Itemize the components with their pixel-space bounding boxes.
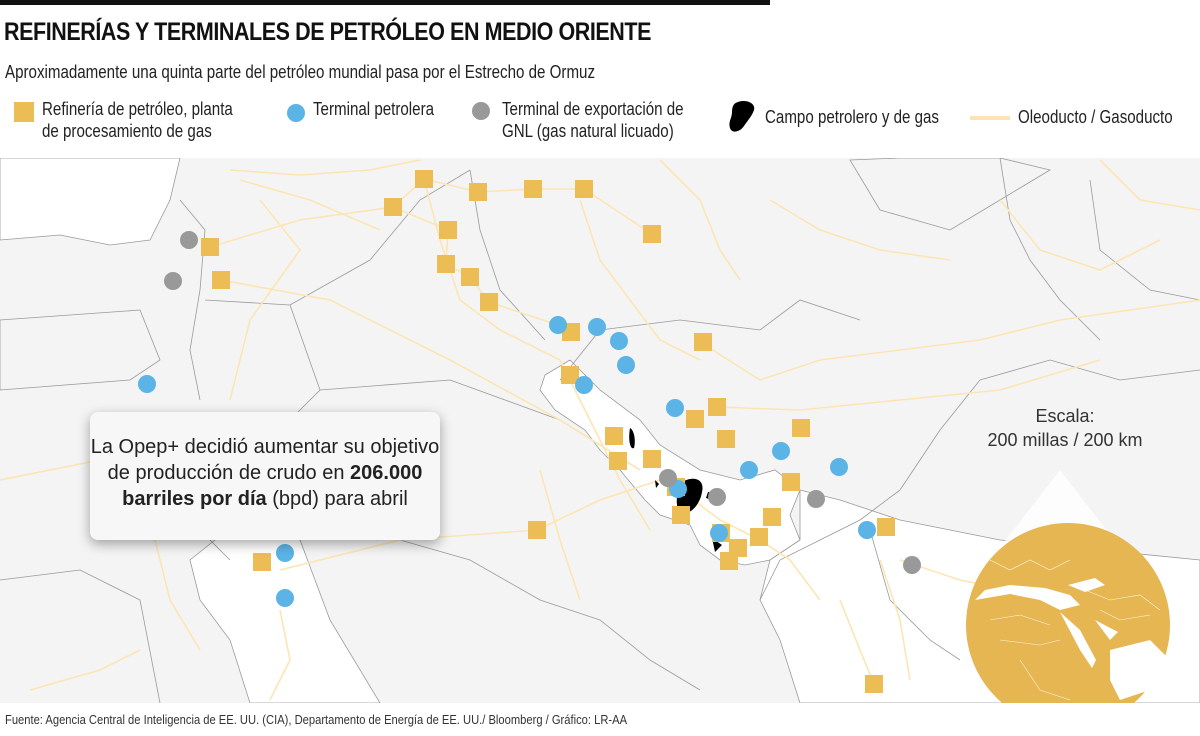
lng-terminal-marker <box>807 490 825 508</box>
refinery-marker <box>253 553 271 571</box>
refinery-marker <box>575 180 593 198</box>
oil-terminal-markers <box>138 316 876 607</box>
oil-terminal-marker <box>138 375 156 393</box>
refinery-marker <box>212 271 230 289</box>
oil-terminal-marker <box>710 524 728 542</box>
scale-title: Escala: <box>1035 406 1095 426</box>
refinery-marker <box>643 225 661 243</box>
lng-terminal-marker <box>659 469 677 487</box>
refinery-marker <box>877 518 895 536</box>
oil-terminal-marker <box>772 442 790 460</box>
refinery-marker <box>694 333 712 351</box>
refinery-marker <box>720 552 738 570</box>
globe-indian-ocean <box>1110 640 1170 700</box>
oil-terminal-marker <box>549 316 567 334</box>
oil-field-blob-icon <box>729 100 755 132</box>
legend-refinery-line1: Refinería de petróleo, planta <box>42 99 233 119</box>
refinery-marker <box>437 255 455 273</box>
legend-oil-field-label: Campo petrolero y de gas <box>765 107 939 127</box>
oil-terminal-marker <box>858 521 876 539</box>
callout-text: La Opep+ decidió aumentar su objetivo de… <box>90 434 440 512</box>
globe-mediterranean <box>975 585 1080 610</box>
globe-red-sea <box>1060 612 1096 668</box>
pipeline-line-icon <box>970 116 1010 120</box>
callout-unit: barriles por día <box>122 488 267 510</box>
refinery-marker <box>782 473 800 491</box>
refinery-marker <box>609 452 627 470</box>
refinery-marker <box>865 675 883 693</box>
lng-terminal-marker <box>903 556 921 574</box>
oil-terminal-marker <box>610 332 628 350</box>
lng-terminal-circle-icon <box>472 102 490 120</box>
oil-field <box>655 480 659 488</box>
legend-lng-line1: Terminal de exportación de <box>502 99 684 119</box>
lng-terminal-markers <box>164 231 921 574</box>
oil-terminal-marker <box>830 458 848 476</box>
refinery-marker <box>528 521 546 539</box>
refinery-marker <box>480 293 498 311</box>
refinery-marker <box>686 410 704 428</box>
page-subtitle: Aproximadamente una quinta parte del pet… <box>5 62 596 82</box>
legend-lng-terminal-label: Terminal de exportación de GNL (gas natu… <box>502 98 684 142</box>
callout-line2: de producción de crudo en <box>107 462 351 484</box>
oil-terminal-marker <box>276 544 294 562</box>
refinery-marker <box>605 427 623 445</box>
scale-value: 200 millas / 200 km <box>987 430 1143 450</box>
lng-terminal-marker <box>180 231 198 249</box>
callout-amount: 206.000 <box>350 462 423 484</box>
oil-terminal-marker <box>740 461 758 479</box>
lng-terminal-marker <box>708 488 726 506</box>
refinery-marker <box>469 183 487 201</box>
top-rule <box>0 0 770 5</box>
legend-pipeline-label: Oleoducto / Gasoducto <box>1018 107 1173 127</box>
page-title: REFINERÍAS Y TERMINALES DE PETRÓLEO EN M… <box>4 18 652 46</box>
refinery-marker <box>643 450 661 468</box>
refinery-markers <box>201 170 895 693</box>
scale-label: Escala: 200 millas / 200 km <box>980 404 1150 452</box>
lng-terminal-marker <box>164 272 182 290</box>
middle-east-map <box>0 157 1200 727</box>
source-credit: Fuente: Agencia Central de Inteligencia … <box>5 712 628 727</box>
oil-terminal-marker <box>575 376 593 394</box>
refinery-marker <box>415 170 433 188</box>
refinery-square-icon <box>14 102 34 122</box>
refinery-marker <box>201 238 219 256</box>
oil-terminal-marker <box>588 318 606 336</box>
oil-terminal-circle-icon <box>287 104 305 122</box>
refinery-marker <box>763 508 781 526</box>
refinery-marker <box>672 506 690 524</box>
oil-terminal-marker <box>276 589 294 607</box>
legend-refinery-label: Refinería de petróleo, planta de procesa… <box>42 98 233 142</box>
refinery-marker <box>717 430 735 448</box>
refinery-marker <box>792 419 810 437</box>
oil-terminal-marker <box>666 399 684 417</box>
legend: Refinería de petróleo, planta de procesa… <box>0 98 1200 156</box>
refinery-marker <box>524 180 542 198</box>
refinery-marker <box>384 198 402 216</box>
callout-line3: (bpd) para abril <box>266 488 408 510</box>
map-area: La Opep+ decidió aumentar su objetivo de… <box>0 157 1200 727</box>
refinery-marker <box>561 366 579 384</box>
oil-field <box>629 428 635 449</box>
persian-gulf <box>539 359 801 566</box>
mediterranean-sea <box>0 157 181 246</box>
refinery-marker <box>750 528 768 546</box>
legend-lng-line2: GNL (gas natural licuado) <box>502 121 674 141</box>
refinery-marker <box>439 221 457 239</box>
callout-line1: La Opep+ decidió aumentar su objetivo <box>90 436 440 458</box>
oil-terminal-marker <box>617 356 635 374</box>
refinery-marker <box>461 268 479 286</box>
globe-inset <box>966 470 1170 727</box>
refinery-marker <box>708 398 726 416</box>
legend-oil-terminal-label: Terminal petrolera <box>313 99 435 119</box>
legend-refinery-line2: de procesamiento de gas <box>42 121 212 141</box>
opec-callout-box: La Opep+ decidió aumentar su objetivo de… <box>90 412 440 540</box>
